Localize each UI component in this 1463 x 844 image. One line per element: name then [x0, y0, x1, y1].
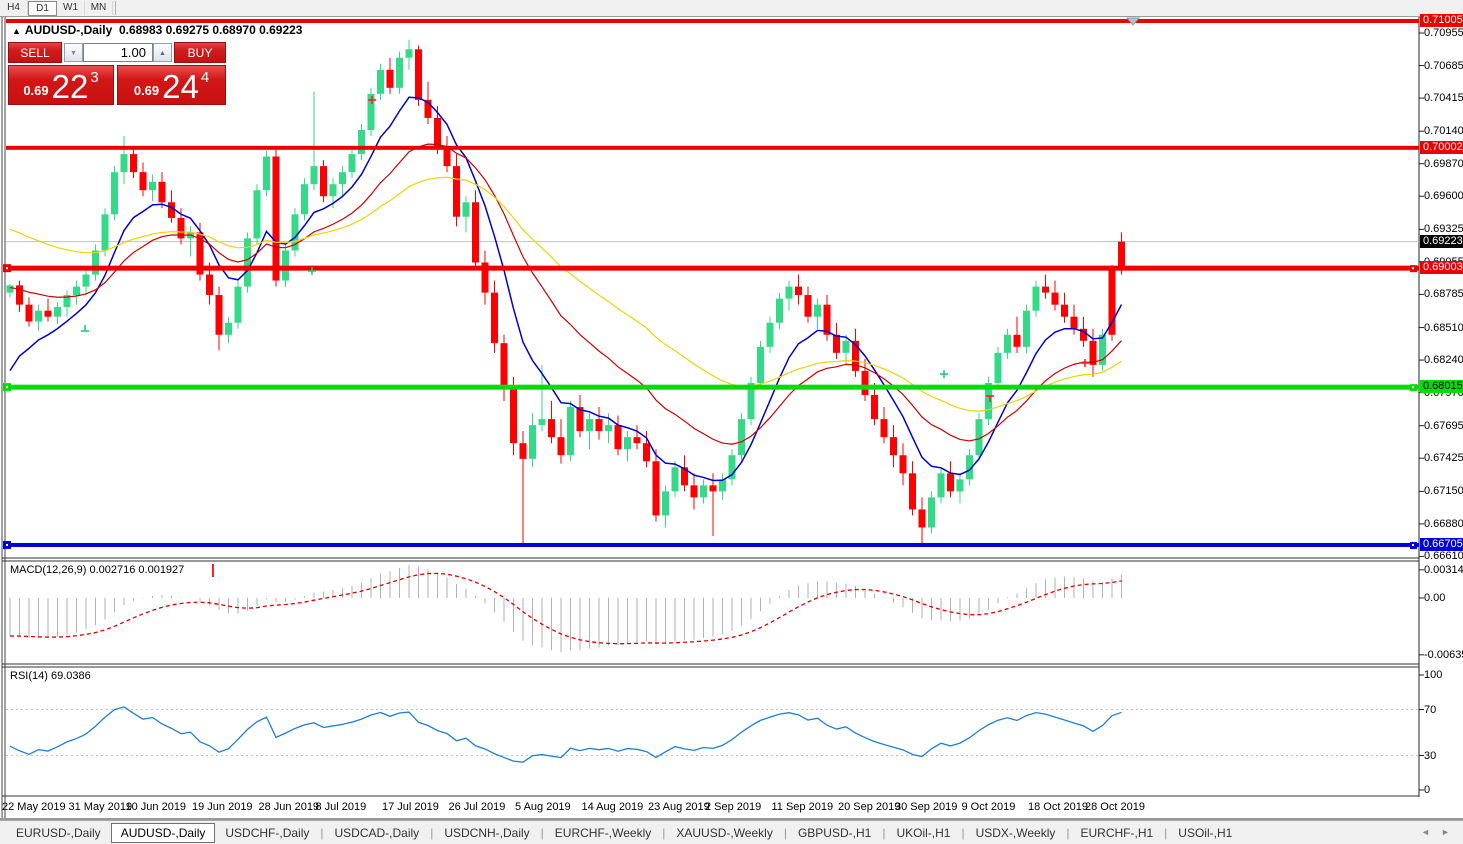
timeframe-mn[interactable]: MN — [85, 1, 113, 15]
tab-separator: | — [961, 825, 965, 840]
macd-axis-min: -0.006353 — [1424, 648, 1463, 661]
chart-title: ▲ AUDUSD-,Daily 0.68983 0.69275 0.68970 0… — [12, 23, 302, 37]
chart-tab-xauusd-weekly[interactable]: XAUUSD-,Weekly — [676, 825, 773, 840]
tab-separator: | — [1066, 825, 1070, 840]
date-label-18-oct-2019: 18 Oct 2019 — [1028, 801, 1088, 813]
chart-tab-usdx-weekly[interactable]: USDX-,Weekly — [975, 825, 1056, 840]
date-label-2-sep-2019: 2 Sep 2019 — [705, 801, 762, 813]
timeframe-d1[interactable]: D1 — [28, 0, 57, 16]
sell-price-pips: 22 — [51, 68, 89, 105]
rsi-axis-70: 70 — [1424, 703, 1437, 716]
chart-tab-gbpusd-h1[interactable]: GBPUSD-,H1 — [797, 825, 872, 840]
chart-tab-eurusd-daily[interactable]: EURUSD-,Daily — [16, 825, 101, 840]
price-tick-0.66610: 0.66610 — [1424, 550, 1463, 563]
rsi-axis-0: 0 — [1424, 784, 1431, 796]
volume-decrease-button[interactable]: ▼ — [64, 43, 83, 62]
price-tick-0.69600: 0.69600 — [1424, 190, 1463, 203]
tab-separator: | — [662, 825, 666, 840]
price-tick-0.68785: 0.68785 — [1424, 288, 1463, 301]
buy-price-point: 4 — [200, 69, 210, 86]
volume-increase-button[interactable]: ▲ — [153, 43, 172, 62]
timeframe-w1[interactable]: W1 — [57, 1, 85, 15]
price-tick-0.70955: 0.70955 — [1424, 27, 1463, 40]
date-label-17-jul-2019: 17 Jul 2019 — [382, 801, 439, 813]
macd-label: MACD(12,26,9) 0.002716 0.001927 — [10, 564, 185, 576]
date-label-5-aug-2019: 5 Aug 2019 — [515, 801, 571, 813]
macd-axis-max: 0.003148 — [1424, 563, 1463, 576]
sell-price-base: 0.69 — [23, 83, 49, 98]
price-tick-0.68240: 0.68240 — [1424, 354, 1463, 367]
rsi-label: RSI(14) 69.0386 — [10, 670, 91, 682]
date-label-23-aug-2019: 23 Aug 2019 — [648, 801, 710, 813]
buy-price-base: 0.69 — [133, 83, 160, 98]
chart-tab-usdcad-daily[interactable]: USDCAD-,Daily — [334, 825, 420, 840]
sell-price-point: 3 — [90, 69, 99, 86]
tab-separator: | — [320, 825, 324, 840]
tab-separator: | — [1164, 825, 1168, 840]
buy-price-pips: 24 — [162, 68, 199, 105]
sell-button[interactable]: SELL — [8, 42, 62, 63]
date-label-20-sep-2019: 20 Sep 2019 — [838, 801, 901, 813]
price-tick-0.66880: 0.66880 — [1424, 517, 1463, 530]
chart-tab-ukoil-h1[interactable]: UKOil-,H1 — [896, 825, 951, 840]
level-label-0.66705: 0.66705 — [1420, 537, 1463, 551]
price-tick-0.67695: 0.67695 — [1424, 419, 1463, 432]
level-label-0.71005: 0.71005 — [1420, 14, 1463, 27]
chart-symbol-label: AUDUSD-,Daily — [24, 23, 113, 37]
tab-separator: | — [882, 825, 886, 840]
chart-tab-audusd-daily[interactable]: AUDUSD-,Daily — [110, 822, 216, 843]
price-tick-0.69870: 0.69870 — [1424, 157, 1463, 170]
chart-tab-usoil-h1[interactable]: USOil-,H1 — [1178, 825, 1233, 840]
tab-separator: | — [783, 825, 787, 840]
date-label-30-sep-2019: 30 Sep 2019 — [895, 801, 958, 813]
macd-axis-zero: 0.00 — [1424, 592, 1446, 604]
price-tick-0.67425: 0.67425 — [1424, 452, 1463, 465]
timeframe-h4[interactable]: H4 — [0, 1, 28, 15]
tabs-scroll-left-icon[interactable]: ◄ — [1421, 827, 1430, 837]
chart-tab-eurchf-h1[interactable]: EURCHF-,H1 — [1080, 825, 1154, 840]
date-label-28-oct-2019: 28 Oct 2019 — [1085, 801, 1145, 813]
date-label-8-jul-2019: 8 Jul 2019 — [315, 801, 367, 813]
level-label-0.70002: 0.70002 — [1420, 140, 1463, 154]
chart-tab-usdcnh-daily[interactable]: USDCNH-,Daily — [444, 825, 530, 840]
chart-canvas[interactable] — [0, 0, 1463, 820]
rsi-axis-30: 30 — [1424, 749, 1437, 762]
rsi-axis-100: 100 — [1424, 669, 1443, 681]
price-tick-0.70685: 0.70685 — [1424, 59, 1463, 72]
price-tick-0.69325: 0.69325 — [1424, 223, 1463, 236]
date-label-14-aug-2019: 14 Aug 2019 — [581, 801, 644, 813]
date-label-22-may-2019: 22 May 2019 — [2, 801, 66, 813]
buy-price-box[interactable]: 0.69 24 4 — [117, 65, 226, 105]
volume-input[interactable] — [83, 43, 153, 62]
price-tick-0.67150: 0.67150 — [1424, 485, 1463, 498]
date-label-11-sep-2019: 11 Sep 2019 — [771, 801, 834, 813]
price-tick-0.70140: 0.70140 — [1424, 125, 1463, 138]
level-label-0.68015: 0.68015 — [1420, 380, 1463, 394]
date-label-19-jun-2019: 19 Jun 2019 — [192, 801, 253, 813]
chart-ohlc-values: 0.68983 0.69275 0.68970 0.69223 — [118, 23, 303, 37]
date-label-26-jul-2019: 26 Jul 2019 — [448, 801, 506, 813]
date-label-10-jun-2019: 10 Jun 2019 — [125, 801, 187, 813]
arrow-up-icon: ▲ — [159, 50, 166, 57]
chart-tab-eurchf-weekly[interactable]: EURCHF-,Weekly — [554, 825, 652, 840]
buy-button[interactable]: BUY — [174, 42, 226, 63]
price-tick-0.70415: 0.70415 — [1424, 92, 1463, 105]
tab-separator: | — [540, 825, 544, 840]
collapse-triangle-icon: ▲ — [12, 26, 21, 36]
current-price-label: 0.69223 — [1420, 234, 1463, 248]
date-label-31-may-2019: 31 May 2019 — [68, 801, 133, 813]
date-label-9-oct-2019: 9 Oct 2019 — [961, 801, 1016, 813]
chart-tab-usdchf-daily[interactable]: USDCHF-,Daily — [225, 825, 310, 840]
timeframe-toolbar: H4 D1 W1 MN — [0, 0, 1463, 17]
tabs-scroll-right-icon[interactable]: ► — [1441, 827, 1450, 837]
sell-price-box[interactable]: 0.69 22 3 — [8, 65, 114, 105]
price-tick-0.68510: 0.68510 — [1424, 321, 1463, 334]
tab-separator: | — [430, 825, 434, 840]
level-label-0.69003: 0.69003 — [1420, 261, 1463, 275]
arrow-down-icon: ▼ — [70, 50, 77, 57]
chart-tab-bar: EURUSD-,Daily AUDUSD-,Daily USDCHF-,Daily |… — [0, 820, 1463, 844]
toolbar-separator — [115, 1, 116, 15]
date-label-28-jun-2019: 28 Jun 2019 — [258, 801, 320, 813]
